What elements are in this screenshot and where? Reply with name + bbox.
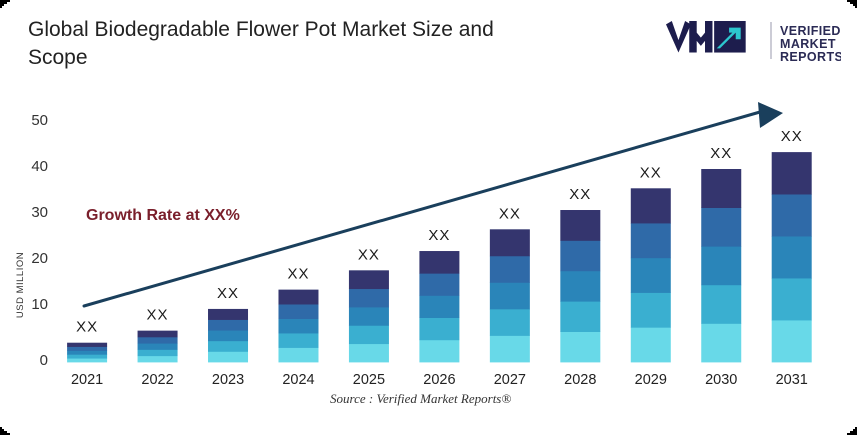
svg-text:30: 30 <box>31 204 48 221</box>
svg-text:XX: XX <box>217 285 239 302</box>
svg-text:2031: 2031 <box>776 372 808 388</box>
svg-text:XX: XX <box>781 128 803 145</box>
svg-text:XX: XX <box>569 186 591 203</box>
svg-text:XX: XX <box>358 246 380 263</box>
svg-text:MARKET: MARKET <box>780 37 836 51</box>
svg-text:20: 20 <box>31 250 48 267</box>
svg-text:USD MILLION: USD MILLION <box>15 252 26 318</box>
svg-text:2025: 2025 <box>353 372 385 388</box>
svg-text:10: 10 <box>31 296 48 313</box>
svg-text:XX: XX <box>640 164 662 181</box>
svg-text:XX: XX <box>499 205 521 222</box>
svg-text:0: 0 <box>40 352 48 369</box>
svg-text:40: 40 <box>31 158 48 175</box>
svg-text:REPORTS: REPORTS <box>780 50 841 64</box>
svg-text:50: 50 <box>31 112 48 129</box>
svg-text:VERIFIED: VERIFIED <box>780 24 841 38</box>
svg-text:2028: 2028 <box>564 372 596 388</box>
svg-text:XX: XX <box>76 319 98 336</box>
svg-text:XX: XX <box>147 307 169 324</box>
svg-text:2023: 2023 <box>212 372 244 388</box>
svg-text:XX: XX <box>287 266 309 283</box>
svg-text:XX: XX <box>710 145 732 162</box>
svg-text:Growth Rate at XX%: Growth Rate at XX% <box>86 207 240 224</box>
svg-text:2021: 2021 <box>71 372 103 388</box>
svg-text:XX: XX <box>428 227 450 244</box>
svg-text:2029: 2029 <box>635 372 667 388</box>
svg-text:2024: 2024 <box>282 372 314 388</box>
svg-text:2022: 2022 <box>141 372 173 388</box>
svg-text:2027: 2027 <box>494 372 526 388</box>
svg-text:2026: 2026 <box>423 372 455 388</box>
svg-text:2030: 2030 <box>705 372 737 388</box>
